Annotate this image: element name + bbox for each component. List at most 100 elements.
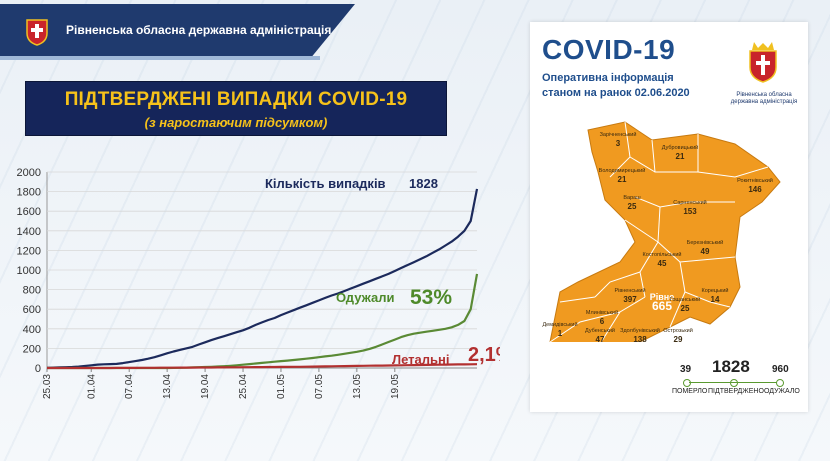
deaths-label: ПОМЕРЛО bbox=[672, 388, 708, 395]
region-value: 14 bbox=[711, 295, 720, 304]
region-name: Гощанський bbox=[670, 296, 700, 303]
x-tick-label: 25.03 bbox=[42, 374, 53, 399]
confirmed-value: 1828 bbox=[409, 176, 438, 191]
info-line1: Оперативна інформація bbox=[542, 72, 674, 84]
region-border bbox=[624, 219, 659, 243]
region-name: Рівненський bbox=[614, 287, 645, 294]
region-border bbox=[549, 311, 621, 342]
region-border bbox=[559, 296, 596, 303]
region-value: 1 bbox=[558, 329, 563, 338]
confirmed-dot bbox=[730, 379, 738, 387]
crest-icon bbox=[749, 42, 777, 83]
region-value: 3 bbox=[616, 139, 621, 148]
deaths-value: 2,1% bbox=[468, 344, 500, 366]
series-line bbox=[47, 363, 478, 370]
x-tick-label: 07.04 bbox=[124, 374, 135, 399]
region-value: 21 bbox=[676, 152, 685, 161]
region-name: Здолбунівський bbox=[620, 327, 660, 334]
chart-title-box: ПІДТВЕРДЖЕНІ ВИПАДКИ COVID-19 (з нароста… bbox=[25, 81, 447, 136]
y-tick-label: 400 bbox=[23, 324, 41, 336]
region-border bbox=[669, 291, 686, 328]
x-tick-label: 19.04 bbox=[200, 374, 211, 399]
region-name: Корецький bbox=[702, 287, 729, 294]
y-tick-label: 1800 bbox=[17, 187, 41, 199]
crest-caption: Рівненська обласна державна адміністраці… bbox=[730, 92, 798, 105]
info-line2-prefix: станом на ранок bbox=[542, 87, 632, 99]
y-tick-label: 600 bbox=[23, 304, 41, 316]
y-tick-label: 800 bbox=[23, 285, 41, 297]
chart-subtitle: (з наростаючим підсумком) bbox=[144, 115, 328, 130]
region-value: 665 bbox=[652, 299, 672, 313]
confirmed-label: Кількість випадків bbox=[265, 176, 386, 191]
confirmed-label: ПІДТВЕРДЖЕНО bbox=[708, 388, 764, 395]
region-value: 146 bbox=[748, 185, 762, 194]
covid-title: COVID-19 bbox=[542, 34, 676, 65]
recovered-label: Одужали bbox=[336, 290, 394, 305]
chart-title: ПІДТВЕРДЖЕНІ ВИПАДКИ COVID-19 bbox=[64, 89, 408, 110]
header-banner bbox=[0, 4, 355, 56]
line-chart: 0 200 400 600 800 1000 1200 1400 1600 1800 2000 25.… bbox=[17, 167, 500, 399]
recovered-label: ОДУЖАЛО bbox=[764, 388, 800, 395]
region-border bbox=[634, 196, 735, 208]
region-name: Млинівський bbox=[586, 309, 618, 316]
region-name: Рівне bbox=[650, 292, 674, 302]
stats-line bbox=[689, 382, 777, 383]
y-tick-label: 2000 bbox=[17, 167, 41, 179]
x-tick-label: 01.05 bbox=[276, 374, 287, 399]
region-name: Вараш bbox=[623, 195, 641, 201]
region-name: Сарненський bbox=[673, 199, 706, 206]
region-border bbox=[657, 206, 736, 263]
x-tick-label: 07.05 bbox=[314, 374, 325, 399]
region-value: 49 bbox=[701, 247, 710, 256]
region-value: 29 bbox=[674, 335, 683, 342]
region-value: 45 bbox=[658, 259, 667, 268]
x-tick-label: 13.04 bbox=[162, 374, 173, 399]
region-value: 47 bbox=[596, 335, 605, 342]
region-name: Острозький bbox=[663, 327, 693, 334]
region-name: Дубровицький bbox=[662, 144, 699, 151]
region-name: Дубенський bbox=[585, 327, 615, 334]
series-line bbox=[46, 188, 479, 369]
deaths-label: Летальні bbox=[392, 352, 450, 367]
region-name: Березнівський bbox=[687, 239, 723, 246]
region-name: Рокитнівський bbox=[737, 177, 773, 184]
region-value: 21 bbox=[618, 175, 627, 184]
region-border bbox=[709, 301, 731, 308]
region-value: 138 bbox=[633, 335, 647, 342]
region-name: Костопільський bbox=[643, 251, 682, 258]
x-tick-label: 13.05 bbox=[352, 374, 363, 399]
region-value: 25 bbox=[628, 202, 637, 211]
x-tick-label: 25.04 bbox=[238, 374, 249, 399]
y-tick-label: 0 bbox=[35, 363, 41, 375]
y-tick-label: 200 bbox=[23, 343, 41, 355]
x-tick-label: 01.04 bbox=[86, 374, 97, 399]
org-name: Рівненська обласна державна адміністраці… bbox=[66, 23, 332, 37]
y-tick-label: 1600 bbox=[17, 206, 41, 218]
y-tick-label: 1200 bbox=[17, 245, 41, 257]
info-date: 02.06.2020 bbox=[634, 87, 690, 99]
x-tick-label: 19.05 bbox=[390, 374, 401, 399]
recovered-dot bbox=[776, 379, 784, 387]
region-name: Володимирецький bbox=[599, 167, 646, 174]
region-value: 397 bbox=[623, 295, 637, 304]
y-tick-label: 1400 bbox=[17, 226, 41, 238]
y-tick-label: 1000 bbox=[17, 265, 41, 277]
deaths-dot bbox=[683, 379, 691, 387]
region-value: 6 bbox=[600, 317, 605, 326]
region-border bbox=[697, 166, 769, 178]
recovered-value: 960 bbox=[772, 364, 789, 375]
confirmed-value: 1828 bbox=[712, 357, 750, 376]
recovered-value: 53% bbox=[410, 286, 452, 309]
region-border bbox=[629, 156, 656, 173]
region-name: Демидівський bbox=[542, 321, 577, 328]
region-value: 25 bbox=[681, 304, 690, 313]
info-card: COVID-19 Оперативна інформація станом на… bbox=[530, 22, 808, 412]
info-line2: станом на ранок 02.06.2020 bbox=[542, 87, 690, 99]
region-value: 153 bbox=[683, 207, 697, 216]
region-border bbox=[651, 134, 699, 173]
crest-icon bbox=[26, 19, 48, 46]
region-border bbox=[594, 271, 641, 298]
summary-stats: 39 1828 960 ПОМЕРЛО ПІДТВЕРДЖЕНО ОДУЖАЛО bbox=[660, 354, 810, 395]
header-stripe bbox=[0, 56, 320, 60]
